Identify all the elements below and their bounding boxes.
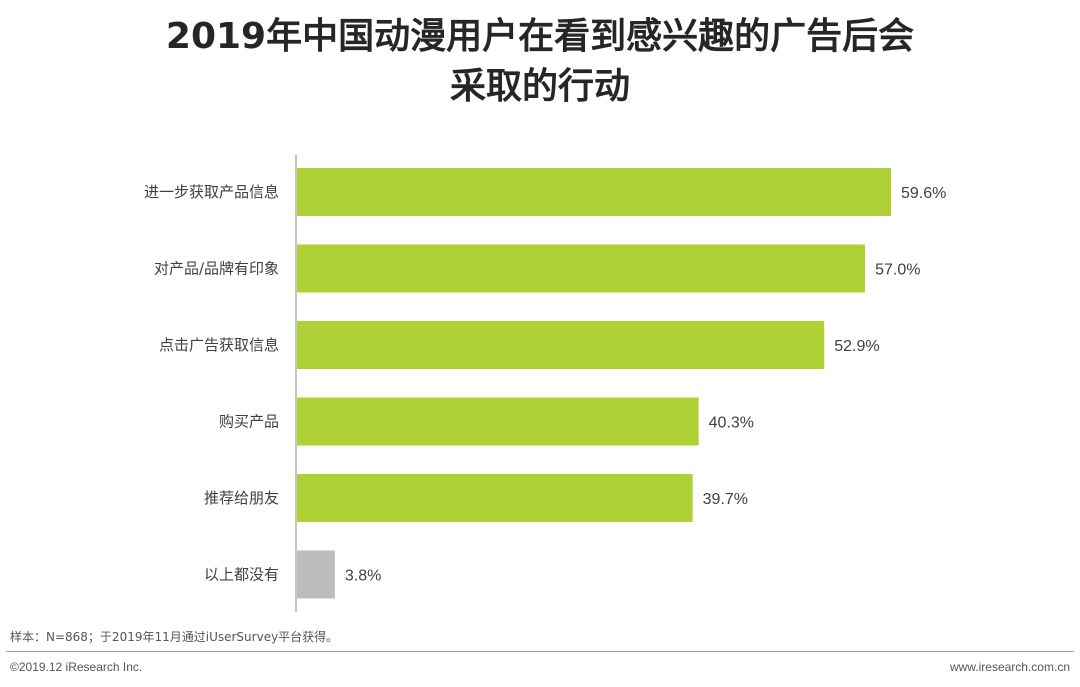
chart-title-line-1: 2019年中国动漫用户在看到感兴趣的广告后会 bbox=[165, 16, 915, 57]
category-label-1: 进一步获取产品信息 bbox=[144, 183, 279, 201]
bar-5 bbox=[297, 474, 693, 522]
chart-title-line-2: 采取的行动 bbox=[449, 66, 630, 107]
category-label-2: 对产品/品牌有印象 bbox=[154, 260, 279, 278]
category-label-6: 以上都没有 bbox=[204, 566, 279, 584]
copyright-text: ©2019.12 iResearch Inc. bbox=[10, 660, 143, 674]
category-label-3: 点击广告获取信息 bbox=[159, 336, 279, 354]
footer-divider bbox=[6, 651, 1074, 652]
sample-note: 样本：N=868；于2019年11月通过iUserSurvey平台获得。 bbox=[10, 630, 339, 644]
value-label-2: 57.0% bbox=[875, 262, 920, 279]
bar-6 bbox=[297, 550, 335, 599]
category-label-4: 购买产品 bbox=[219, 413, 279, 431]
bar-3 bbox=[297, 321, 825, 369]
chart-title: 2019年中国动漫用户在看到感兴趣的广告后会 采取的行动 bbox=[0, 12, 1080, 112]
bar-1 bbox=[297, 168, 891, 216]
value-label-1: 59.6% bbox=[901, 185, 946, 202]
value-label-4: 40.3% bbox=[709, 415, 754, 432]
value-label-3: 52.9% bbox=[834, 338, 879, 355]
category-label-5: 推荐给朋友 bbox=[204, 489, 279, 507]
value-label-5: 39.7% bbox=[703, 491, 748, 508]
value-label-6: 3.8% bbox=[345, 568, 381, 585]
bar-4 bbox=[297, 397, 699, 446]
website-url: www.iresearch.com.cn bbox=[949, 660, 1070, 674]
bar-2 bbox=[297, 244, 866, 293]
